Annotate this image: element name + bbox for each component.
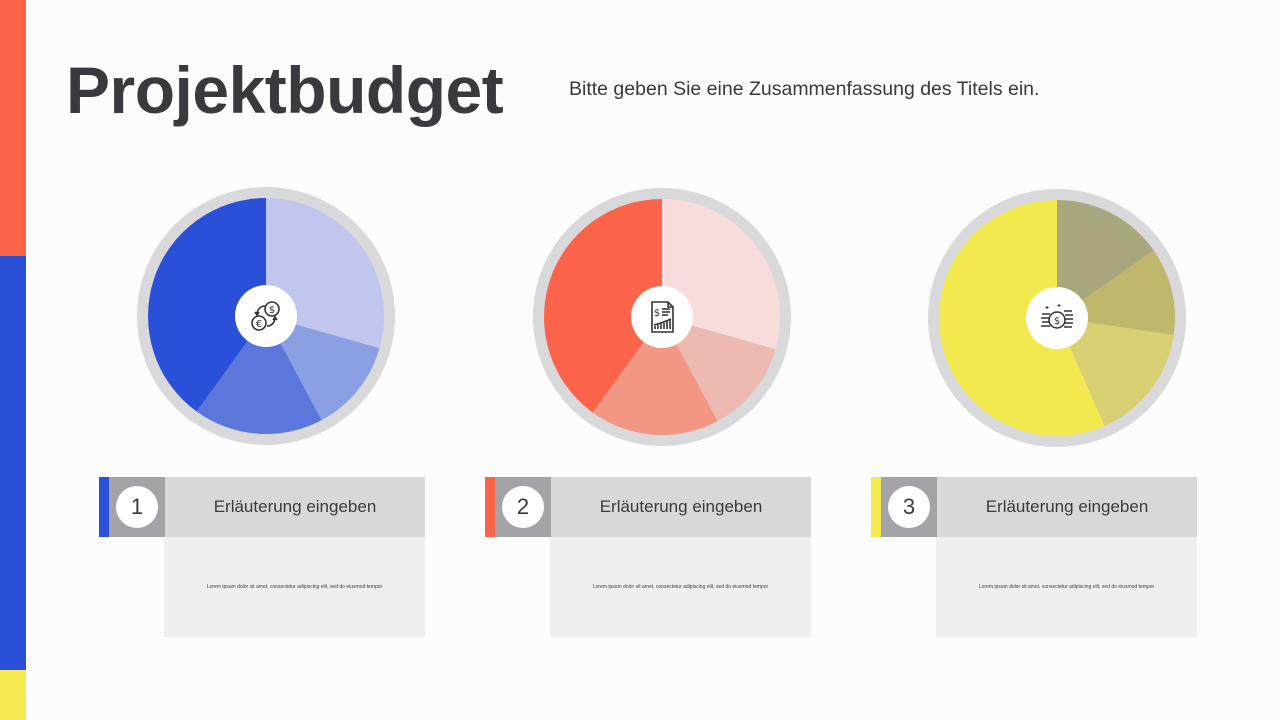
side-bar-bottom — [0, 670, 26, 720]
card-2-number-box: 2 — [495, 477, 551, 537]
svg-text:$: $ — [654, 308, 660, 319]
coins-dollar-icon: $ — [1041, 304, 1073, 329]
svg-text:$: $ — [1054, 316, 1060, 327]
slide-title: Projektbudget — [66, 53, 504, 127]
card-1-body[interactable]: Lorem ipsum dolor sit amet, consectetur … — [164, 537, 425, 637]
pie-chart-1: $ € — [136, 186, 396, 446]
explanation-card-3: 3 Erläuterung eingeben Lorem ipsum dolor… — [871, 477, 1198, 637]
financial-report-icon: $ — [651, 301, 674, 333]
card-2-heading[interactable]: Erläuterung eingeben — [551, 477, 811, 537]
card-3-number: 3 — [888, 486, 930, 528]
card-3-accent — [871, 477, 881, 537]
pie-slice — [544, 199, 662, 413]
card-1-number-box: 1 — [109, 477, 165, 537]
card-1-number: 1 — [116, 486, 158, 528]
card-1-accent — [99, 477, 109, 537]
pie-slice — [662, 317, 776, 422]
card-2-body[interactable]: Lorem ipsum dolor sit amet, consectetur … — [550, 537, 811, 637]
side-bar-middle — [0, 256, 26, 670]
card-2-number: 2 — [502, 486, 544, 528]
pie-slice — [592, 317, 718, 435]
pie-slice — [266, 316, 380, 421]
pie-slice — [939, 200, 1105, 436]
svg-text:€: € — [256, 319, 262, 330]
svg-text:$: $ — [269, 305, 275, 316]
explanation-card-1: 1 Erläuterung eingeben Lorem ipsum dolor… — [99, 477, 426, 637]
card-3-body[interactable]: Lorem ipsum dolor sit amet, consectetur … — [936, 537, 1197, 637]
currency-exchange-icon: $ € — [251, 301, 280, 331]
explanation-card-2: 2 Erläuterung eingeben Lorem ipsum dolor… — [485, 477, 812, 637]
slide-subtitle: Bitte geben Sie eine Zusammenfassung des… — [569, 78, 1040, 100]
pie-chart-2-center: $ — [631, 286, 693, 348]
pie-slice — [148, 198, 266, 412]
pie-chart-3: $ — [927, 188, 1187, 448]
card-1-heading[interactable]: Erläuterung eingeben — [165, 477, 425, 537]
pie-chart-1-center: $ € — [235, 285, 297, 347]
pie-chart-3-center: $ — [1026, 287, 1088, 349]
pie-chart-2: $ — [532, 187, 792, 447]
card-3-number-box: 3 — [881, 477, 937, 537]
side-bar-top — [0, 0, 26, 256]
pie-chart-2-graphic — [533, 188, 791, 446]
card-3-heading[interactable]: Erläuterung eingeben — [937, 477, 1197, 537]
card-2-accent — [485, 477, 495, 537]
pie-slice — [196, 316, 322, 434]
pie-slice — [1057, 318, 1174, 426]
pie-slice — [1057, 200, 1154, 318]
